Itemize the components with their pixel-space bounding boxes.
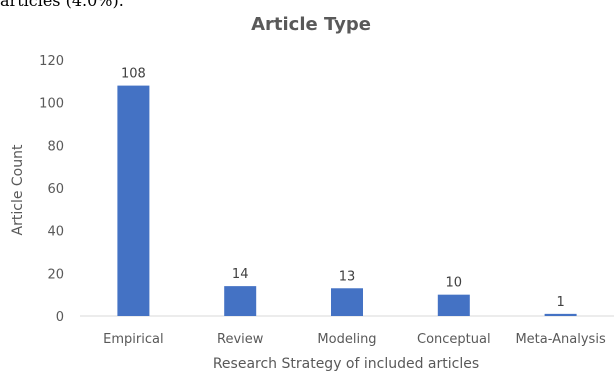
- y-axis-label: Article Count: [10, 144, 26, 235]
- x-tick-label: Conceptual: [417, 332, 491, 347]
- y-tick-label: 80: [47, 139, 64, 154]
- data-label: 14: [232, 267, 249, 282]
- x-tick-label: Review: [217, 332, 264, 347]
- y-tick-label: 120: [39, 54, 64, 69]
- x-tick-label: Meta-Analysis: [515, 332, 605, 347]
- data-labels: 108 14 13 10 1: [121, 67, 565, 310]
- y-tick-label: 60: [47, 182, 64, 197]
- caption-fragment: articles (4.0%).: [0, 0, 124, 10]
- y-tick-label: 0: [56, 310, 64, 325]
- bar-review: [224, 286, 257, 316]
- bar-modeling: [331, 288, 363, 316]
- bar-conceptual: [437, 294, 470, 316]
- data-label: 13: [339, 269, 356, 284]
- chart-title: Article Type: [251, 14, 371, 35]
- y-tick-label: 40: [47, 225, 64, 240]
- x-axis-label: Research Strategy of included articles: [213, 356, 479, 372]
- y-tick-label: 100: [39, 97, 64, 112]
- bar-series: [117, 85, 577, 316]
- y-axis-ticks: 0 20 40 60 80 100 120: [39, 54, 64, 325]
- bar-meta-analysis: [544, 313, 577, 316]
- data-label: 1: [556, 295, 564, 310]
- x-tick-label: Modeling: [317, 332, 376, 347]
- y-tick-label: 20: [47, 267, 64, 282]
- bar-empirical: [117, 85, 150, 316]
- x-tick-label: Empirical: [103, 332, 163, 347]
- x-axis-ticks: Empirical Review Modeling Conceptual Meta-An…: [103, 332, 606, 347]
- data-label: 10: [446, 276, 463, 291]
- data-label: 108: [121, 67, 146, 82]
